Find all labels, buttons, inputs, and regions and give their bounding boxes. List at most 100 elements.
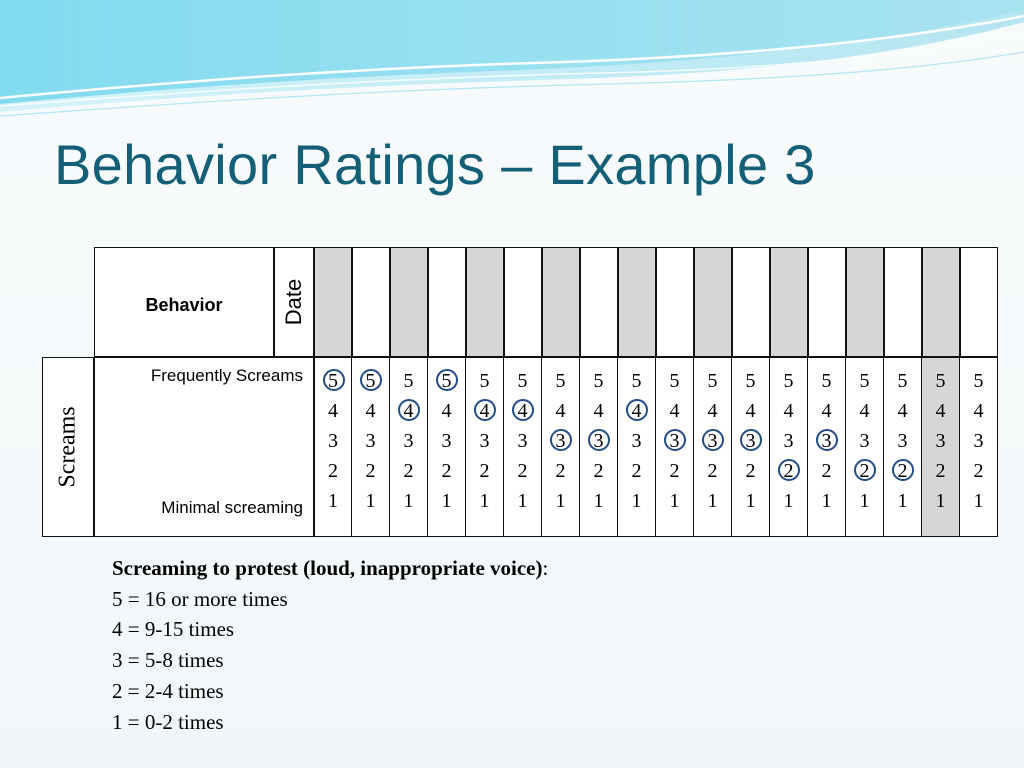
rating-value: 1	[707, 490, 718, 512]
date-column	[314, 247, 352, 357]
date-column	[390, 247, 428, 357]
rating-value: 4	[707, 400, 718, 422]
rating-value: 5	[555, 370, 566, 392]
date-column	[542, 247, 580, 357]
rating-value: 1	[631, 490, 642, 512]
rating-value: 2	[821, 460, 832, 482]
rating-value: 1	[859, 490, 870, 512]
rating-value: 1	[517, 490, 528, 512]
rating-value: 1	[403, 490, 414, 512]
category-cell: Screams	[42, 357, 94, 537]
slide-title: Behavior Ratings – Example 3	[54, 133, 816, 196]
date-column	[618, 247, 656, 357]
rating-value: 5	[821, 370, 832, 392]
selected-rating-circle	[588, 429, 610, 451]
legend-title: Screaming to protest (loud, inappropriat…	[112, 556, 543, 580]
rating-value: 2	[593, 460, 604, 482]
rating-value: 5	[593, 370, 604, 392]
selected-rating-circle	[702, 429, 724, 451]
rating-value: 5	[897, 370, 908, 392]
rating-value: 4	[441, 400, 452, 422]
rating-value: 4	[783, 400, 794, 422]
selected-rating-circle	[360, 369, 382, 391]
selected-rating-circle	[398, 399, 420, 421]
date-column	[922, 247, 960, 357]
rating-value: 5	[517, 370, 528, 392]
selected-rating-circle	[474, 399, 496, 421]
legend-item-1: 1 = 0-2 times	[112, 709, 224, 734]
criteria-top-label: Frequently Screams	[150, 366, 303, 385]
rating-value: 1	[365, 490, 376, 512]
rating-value: 4	[859, 400, 870, 422]
rating-value: 3	[783, 430, 794, 452]
legend-title-suffix: :	[542, 556, 549, 580]
selected-rating-circle	[816, 429, 838, 451]
selected-rating-circle	[626, 399, 648, 421]
category-label: Screams	[54, 406, 81, 488]
rating-value: 1	[593, 490, 604, 512]
wave-header-graphic	[0, 0, 1024, 117]
rating-value: 5	[935, 370, 946, 392]
rating-value: 3	[859, 430, 870, 452]
date-column	[580, 247, 618, 357]
legend: Screaming to protest (loud, inappropriat…	[112, 553, 812, 737]
rating-value: 2	[328, 460, 338, 482]
selected-rating-circle	[740, 429, 762, 451]
date-column	[770, 247, 808, 357]
rating-value: 2	[403, 460, 414, 482]
selected-rating-circle	[854, 459, 876, 481]
date-column	[884, 247, 922, 357]
rating-value: 4	[593, 400, 604, 422]
legend-item-4: 4 = 9-15 times	[112, 617, 235, 642]
rating-value: 2	[935, 460, 946, 482]
rating-value: 3	[403, 430, 414, 452]
selected-rating-circle	[778, 459, 800, 481]
rating-value: 1	[973, 490, 984, 512]
rating-value: 3	[973, 430, 984, 452]
rating-value: 3	[441, 430, 452, 452]
rating-value: 5	[859, 370, 870, 392]
rating-value: 4	[365, 400, 376, 422]
date-column	[846, 247, 884, 357]
behavior-header-label: Behavior	[145, 295, 223, 315]
legend-item-3: 3 = 5-8 times	[112, 648, 224, 673]
date-column	[352, 247, 390, 357]
rating-value: 4	[555, 400, 566, 422]
rating-value: 3	[517, 430, 528, 452]
date-column	[656, 247, 694, 357]
rating-value: 5	[707, 370, 718, 392]
rating-value: 1	[745, 490, 756, 512]
rating-value: 1	[821, 490, 832, 512]
rating-value: 2	[973, 460, 984, 482]
legend-item-2: 2 = 2-4 times	[112, 678, 224, 703]
criteria-cell: Frequently Screams Minimal screaming	[94, 357, 314, 537]
date-header-label: Date	[281, 278, 306, 326]
rating-value: 2	[441, 460, 452, 482]
rating-value: 4	[973, 400, 984, 422]
selected-rating-circle	[550, 429, 572, 451]
rating-value: 3	[328, 430, 338, 452]
legend-title-line: Screaming to protest (loud, inappropriat…	[112, 553, 812, 584]
rating-value: 1	[328, 490, 338, 512]
rating-value: 4	[328, 400, 338, 422]
rating-value: 3	[897, 430, 908, 452]
rating-value: 1	[669, 490, 680, 512]
rating-value: 2	[479, 460, 490, 482]
rating-value: 4	[669, 400, 680, 422]
rating-value: 5	[631, 370, 642, 392]
